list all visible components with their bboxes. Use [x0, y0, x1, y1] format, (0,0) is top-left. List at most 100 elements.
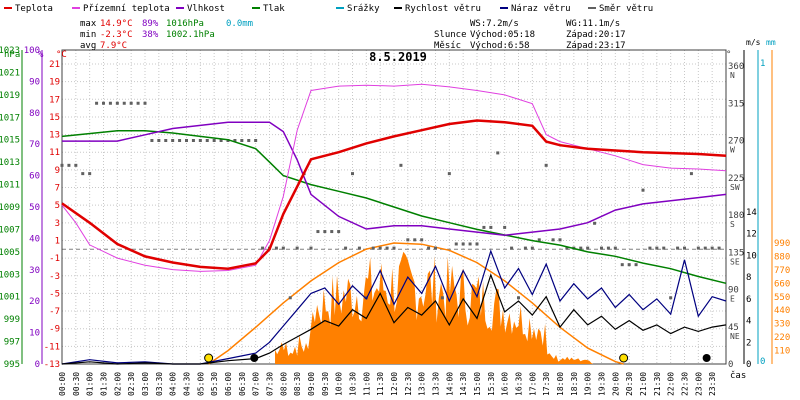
x-tick-label: 14:30	[459, 372, 468, 396]
x-tick-label: 10:30	[349, 372, 358, 396]
humidity-tick-label: 10	[29, 329, 40, 339]
direction-point	[330, 230, 334, 234]
direction-tick-label: 225	[728, 174, 744, 184]
x-tick-label: 07:00	[252, 372, 261, 396]
legend-label: Rychlost větru	[405, 4, 481, 14]
legend-label: Teplota	[15, 4, 53, 14]
pressure-tick-label: 1021	[0, 68, 20, 78]
moonset-marker	[702, 354, 711, 362]
humidity-tick-label: 20	[29, 297, 40, 307]
direction-point	[600, 246, 603, 250]
direction-point	[378, 246, 382, 250]
direction-point	[295, 246, 299, 250]
direction-point	[337, 230, 341, 234]
x-tick-label: 14:00	[445, 372, 454, 396]
sunset-info: Západ:20:17	[566, 30, 626, 40]
direction-point	[88, 172, 92, 176]
direction-point	[689, 172, 693, 176]
chart-date-title: 8.5.2019	[369, 50, 427, 64]
stats-max-rain: 0.0mm	[226, 19, 253, 29]
stats-max-humidity: 89%	[142, 19, 159, 29]
direction-tick-label: 135	[728, 248, 744, 258]
direction-point	[198, 139, 202, 142]
direction-point	[613, 246, 617, 250]
moon-label: Měsíc	[434, 41, 461, 51]
humidity-tick-label: 70	[29, 140, 40, 150]
direction-tick-label: 315	[728, 99, 744, 109]
pressure-tick-label: 1005	[0, 248, 20, 258]
series-gust-line	[61, 249, 727, 365]
legend-label: Směr větru	[599, 4, 653, 14]
pressure-tick-label: 999	[4, 315, 20, 325]
x-tick-label: 18:00	[556, 372, 565, 396]
direction-point	[523, 246, 527, 250]
direction-point	[95, 101, 99, 105]
humidity-unit: %	[38, 50, 44, 60]
x-tick-label: 06:30	[238, 372, 247, 396]
wind-speed-info: WS:7.2m/s	[470, 19, 519, 29]
pressure-tick-label: 997	[4, 338, 20, 348]
direction-point	[468, 242, 472, 246]
humidity-tick-label: 0	[35, 360, 40, 370]
solar-tick-label: 660	[774, 279, 790, 289]
wind-tick-label: 0	[746, 360, 751, 370]
pressure-tick-label: 1015	[0, 136, 20, 146]
solar-tick-label: 330	[774, 320, 790, 330]
temperature-tick-label: -11	[44, 342, 60, 352]
direction-point	[274, 246, 278, 250]
wind-tick-label: 10	[746, 251, 757, 261]
direction-point	[662, 246, 666, 250]
direction-point	[427, 246, 431, 250]
x-tick-label: 23:30	[708, 372, 717, 396]
solar-tick-label: 440	[774, 306, 790, 316]
temperature-tick-label: 1	[55, 236, 60, 246]
direction-point	[205, 139, 209, 142]
direction-point	[171, 139, 175, 142]
direction-point	[219, 139, 223, 142]
direction-cardinal-label: W	[730, 146, 735, 155]
solar-tick-label: 220	[774, 333, 790, 343]
x-tick-label: 08:30	[293, 372, 302, 396]
pressure-tick-label: 1001	[0, 293, 20, 303]
wind-tick-label: 14	[746, 208, 757, 218]
x-tick-label: 04:00	[169, 372, 178, 396]
right-axes	[743, 50, 773, 364]
sun-label: Slunce	[434, 30, 467, 40]
direction-point	[212, 139, 216, 142]
pressure-tick-label: 1009	[0, 203, 20, 213]
humidity-tick-label: 50	[29, 203, 40, 213]
legend-label: Přízemní teplota	[83, 4, 170, 14]
direction-point	[489, 225, 493, 229]
x-tick-label: 00:00	[58, 372, 67, 396]
x-tick-label: 19:00	[584, 372, 593, 396]
direction-point	[517, 296, 520, 300]
moonrise-info: Východ:6:58	[470, 41, 530, 51]
direction-point	[385, 246, 389, 250]
x-tick-label: 00:30	[72, 372, 81, 396]
direction-point	[136, 101, 140, 105]
direction-point	[226, 139, 230, 142]
stats-avg-temp: 7.9°C	[100, 41, 127, 51]
direction-point	[115, 101, 119, 105]
x-tick-label: 22:30	[681, 372, 690, 396]
pressure-tick-label: 1017	[0, 113, 20, 123]
direction-point	[586, 246, 590, 250]
x-tick-label: 13:00	[418, 372, 427, 396]
direction-point	[634, 263, 638, 267]
temperature-tick-label: 9	[55, 166, 60, 176]
rain-tick-label: 0	[760, 357, 765, 367]
direction-point	[579, 246, 583, 250]
series-feel-line	[61, 83, 727, 272]
direction-point	[530, 246, 534, 250]
stats-max-pressure: 1016hPa	[166, 19, 204, 29]
direction-point	[371, 246, 375, 250]
x-tick-label: 18:30	[570, 372, 579, 396]
temperature-tick-label: 5	[55, 201, 60, 211]
stats-max-temp: 14.9°C	[100, 19, 133, 29]
x-tick-label: 05:00	[196, 372, 205, 396]
sunset-marker	[619, 353, 629, 363]
direction-point	[74, 163, 78, 167]
humidity-tick-label: 90	[29, 77, 40, 87]
time-unit: čas	[730, 370, 746, 381]
